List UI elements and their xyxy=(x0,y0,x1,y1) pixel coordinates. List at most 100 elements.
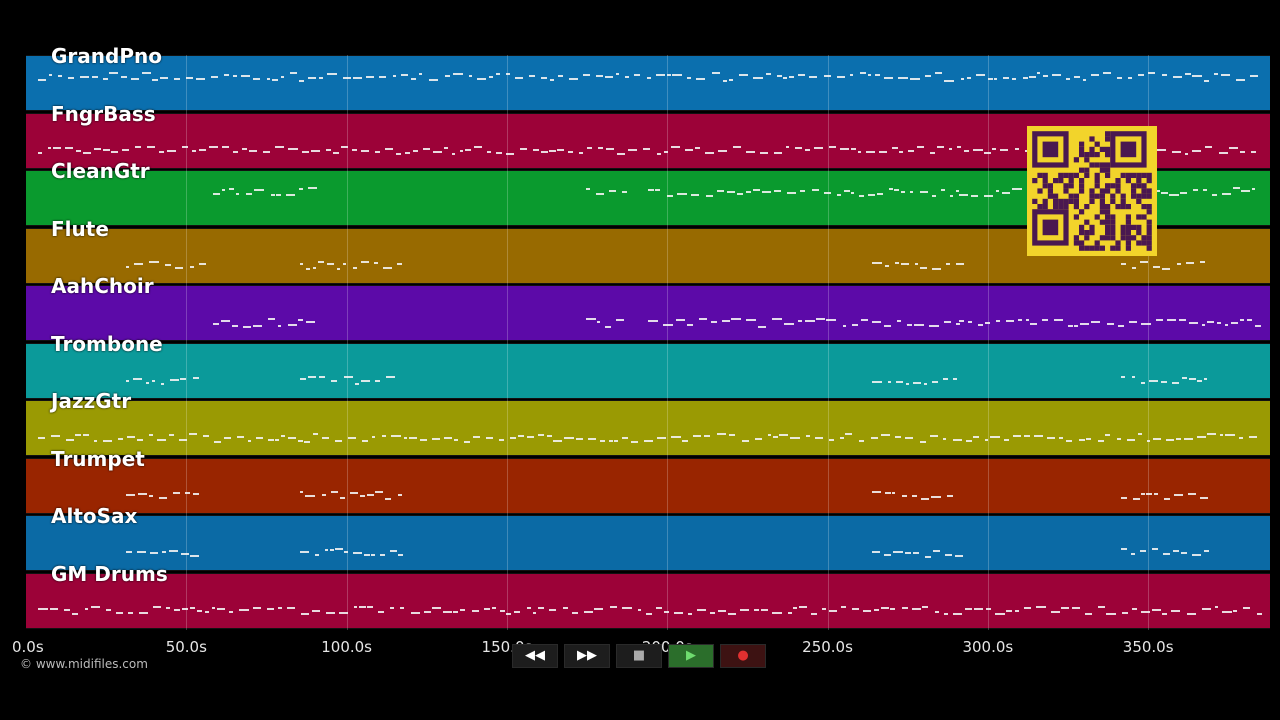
note xyxy=(960,77,965,80)
note xyxy=(806,434,811,437)
note xyxy=(921,605,929,608)
note xyxy=(727,613,737,616)
note xyxy=(956,262,964,265)
note xyxy=(873,608,879,611)
note xyxy=(893,550,903,553)
note xyxy=(1137,433,1143,436)
note xyxy=(1219,152,1228,155)
note xyxy=(386,375,395,378)
note xyxy=(919,440,926,443)
note xyxy=(675,319,686,322)
note xyxy=(919,266,928,269)
track-label: GrandPno xyxy=(51,44,162,68)
note xyxy=(243,325,252,328)
note xyxy=(1187,492,1197,495)
note xyxy=(82,152,91,155)
note xyxy=(549,78,555,81)
note xyxy=(537,606,545,609)
note xyxy=(179,378,187,381)
note xyxy=(912,552,919,555)
note xyxy=(169,550,178,553)
note xyxy=(136,439,143,442)
note xyxy=(324,548,329,551)
note xyxy=(783,77,788,80)
track-label: Trombone xyxy=(51,331,163,356)
note xyxy=(991,148,997,151)
note xyxy=(233,150,238,153)
rewind-button[interactable]: ◀◀ xyxy=(512,643,558,668)
note xyxy=(1106,323,1114,326)
note xyxy=(1051,73,1062,76)
note xyxy=(892,491,896,494)
note xyxy=(983,194,993,197)
note xyxy=(105,608,111,611)
note xyxy=(1180,552,1187,554)
note xyxy=(1033,434,1044,437)
note xyxy=(799,190,806,193)
note xyxy=(839,436,844,439)
note xyxy=(125,493,136,496)
note xyxy=(1000,148,1009,151)
stop-button[interactable]: ■ xyxy=(616,643,662,668)
note xyxy=(404,436,408,439)
note xyxy=(246,192,253,195)
note xyxy=(93,148,102,151)
note xyxy=(1161,268,1171,271)
note xyxy=(1003,439,1010,442)
note xyxy=(66,438,74,441)
note xyxy=(646,77,652,80)
note xyxy=(352,148,357,151)
transport-controls: ◀◀ ▶▶ ■ ▶ ● xyxy=(512,643,766,668)
note xyxy=(871,261,882,264)
note xyxy=(334,440,343,443)
fast-forward-button[interactable]: ▶▶ xyxy=(564,643,610,668)
note xyxy=(385,497,392,500)
note xyxy=(945,553,953,556)
note xyxy=(188,433,197,436)
note xyxy=(761,609,768,612)
note xyxy=(860,318,868,321)
note xyxy=(837,76,845,79)
note xyxy=(729,433,736,436)
note xyxy=(278,606,282,609)
note xyxy=(420,438,427,441)
note xyxy=(237,435,244,438)
note xyxy=(132,377,142,380)
note xyxy=(727,190,735,193)
note xyxy=(1162,74,1168,77)
note xyxy=(506,613,511,616)
track-gm-drums: GM Drums xyxy=(26,562,1270,629)
note xyxy=(976,73,985,76)
note xyxy=(318,260,325,263)
note xyxy=(1139,261,1149,264)
note xyxy=(343,376,353,379)
note xyxy=(333,152,340,155)
note xyxy=(549,150,556,152)
note xyxy=(336,267,340,270)
note xyxy=(576,438,584,441)
play-button[interactable]: ▶ xyxy=(668,643,714,668)
note xyxy=(400,606,405,609)
note xyxy=(1172,381,1179,384)
note xyxy=(185,77,193,80)
record-button[interactable]: ● xyxy=(720,643,766,668)
note xyxy=(699,318,708,321)
note xyxy=(866,150,875,153)
note xyxy=(410,612,420,615)
note xyxy=(884,76,894,79)
note xyxy=(360,380,370,383)
note xyxy=(788,612,792,615)
note xyxy=(518,435,525,438)
track-label: AltoSax xyxy=(51,504,138,528)
play-icon: ▶ xyxy=(686,648,696,663)
note xyxy=(615,72,620,75)
note xyxy=(912,607,921,610)
note xyxy=(839,147,850,150)
note xyxy=(1202,188,1208,191)
note xyxy=(772,436,779,439)
note xyxy=(579,152,583,155)
note xyxy=(586,147,592,150)
note xyxy=(263,150,270,153)
note xyxy=(495,73,500,76)
note xyxy=(1222,611,1232,614)
